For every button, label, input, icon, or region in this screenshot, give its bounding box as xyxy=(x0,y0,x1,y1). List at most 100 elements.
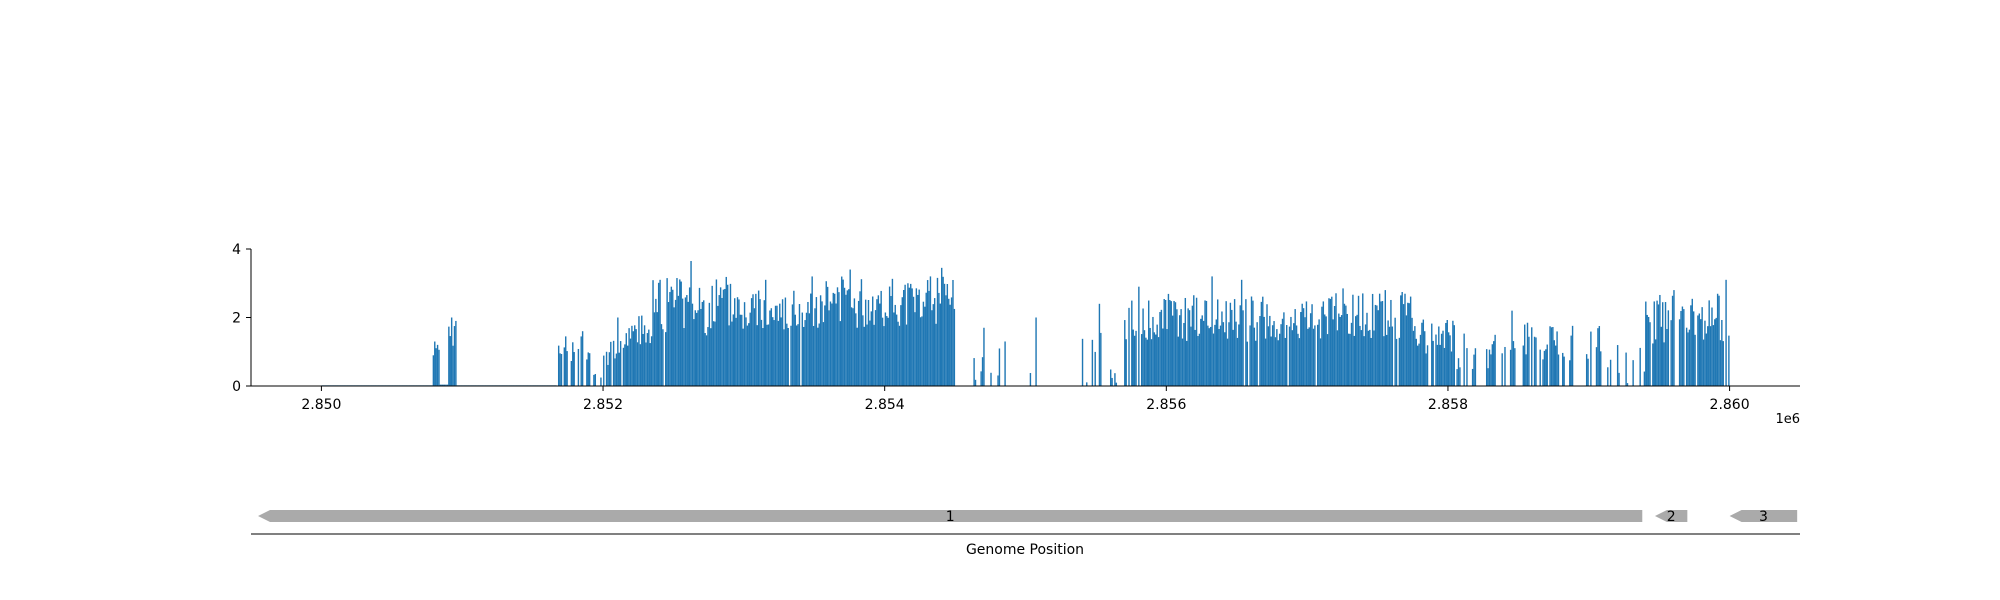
coverage-bar xyxy=(1249,325,1251,386)
gene-feature-label: 1 xyxy=(946,509,955,525)
coverage-bar xyxy=(1414,326,1416,386)
coverage-bar xyxy=(929,276,932,386)
coverage-bar xyxy=(1725,279,1727,386)
coverage-bar xyxy=(973,358,975,386)
coverage-bar xyxy=(884,312,887,386)
coverage-bar xyxy=(670,286,673,386)
coverage-bar xyxy=(888,286,891,386)
coverage-bar xyxy=(843,287,846,386)
coverage-bar xyxy=(453,326,456,386)
coverage-bar xyxy=(1666,328,1668,386)
coverage-bar xyxy=(1288,326,1291,386)
coverage-bar xyxy=(904,284,906,386)
coverage-bar xyxy=(690,260,692,386)
coverage-bar xyxy=(642,333,644,386)
coverage-bar xyxy=(619,341,622,386)
coverage-bar xyxy=(1124,320,1126,386)
x-tick-label: 2.860 xyxy=(1710,397,1750,413)
coverage-bar xyxy=(1466,348,1468,386)
coverage-bar xyxy=(698,287,701,386)
coverage-bar xyxy=(1109,369,1112,386)
coverage-bar xyxy=(767,324,770,386)
coverage-bar xyxy=(773,320,775,386)
coverage-bar xyxy=(1233,299,1236,386)
coverage-bar xyxy=(1140,334,1143,386)
coverage-bar xyxy=(680,281,682,386)
coverage-bar xyxy=(617,317,619,386)
coverage-bar xyxy=(1286,325,1288,386)
coverage-bar xyxy=(614,358,616,386)
coverage-bar xyxy=(572,342,574,386)
coverage-bar xyxy=(565,336,567,386)
coverage-bar xyxy=(566,351,568,386)
coverage-bar xyxy=(697,310,699,386)
coverage-bar xyxy=(1364,324,1367,386)
coverage-bar xyxy=(825,281,827,386)
coverage-bar xyxy=(1712,325,1715,386)
coverage-bar xyxy=(1228,322,1230,386)
coverage-bar xyxy=(708,302,711,386)
coverage-bar xyxy=(1663,342,1665,386)
coverage-bar xyxy=(1643,371,1646,386)
coverage-bar xyxy=(1432,340,1434,386)
coverage-bar xyxy=(932,304,934,386)
coverage-bar xyxy=(1240,279,1243,386)
coverage-bar xyxy=(1554,345,1557,386)
coverage-bar xyxy=(890,295,892,386)
coverage-bar xyxy=(610,341,612,386)
coverage-bar xyxy=(1525,354,1527,386)
coverage-bar xyxy=(791,304,794,386)
coverage-bar xyxy=(808,313,811,386)
coverage-bar xyxy=(864,299,867,386)
coverage-bar xyxy=(997,375,999,386)
coverage-bar xyxy=(648,329,650,386)
coverage-bar xyxy=(581,331,584,386)
coverage-bar xyxy=(1728,335,1730,386)
coverage-bar xyxy=(704,333,706,386)
coverage-bar xyxy=(1533,336,1536,386)
coverage-bar xyxy=(1639,347,1641,386)
coverage-bar xyxy=(1632,360,1634,386)
coverage-bar xyxy=(1377,310,1379,386)
coverage-bar xyxy=(1114,373,1116,386)
coverage-bar xyxy=(883,326,885,386)
coverage-bar xyxy=(1242,310,1244,386)
coverage-bar xyxy=(952,279,954,386)
coverage-bar xyxy=(1359,325,1361,386)
coverage-bar xyxy=(873,324,875,386)
coverage-bar xyxy=(925,292,927,386)
coverage-bar xyxy=(841,276,843,386)
coverage-bar xyxy=(926,280,929,386)
coverage-bar xyxy=(732,314,735,386)
coverage-bar xyxy=(1681,306,1684,386)
coverage-bar xyxy=(1545,349,1547,386)
coverage-bar xyxy=(1132,329,1134,386)
coverage-bar xyxy=(1100,332,1102,386)
coverage-bar xyxy=(1215,319,1218,386)
coverage-bar xyxy=(1283,312,1285,386)
coverage-bar xyxy=(826,286,829,386)
coverage-bar xyxy=(731,321,733,386)
coverage-bar xyxy=(1262,296,1264,386)
coverage-bar xyxy=(1229,302,1232,386)
coverage-bar xyxy=(1205,300,1208,386)
coverage-bar xyxy=(772,317,774,386)
coverage-bar xyxy=(688,287,691,386)
coverage-bar xyxy=(1562,352,1564,386)
coverage-bar xyxy=(1436,344,1439,386)
coverage-bar xyxy=(1421,322,1423,386)
coverage-bar xyxy=(703,300,705,386)
coverage-bar xyxy=(746,325,749,386)
coverage-bar xyxy=(824,305,826,386)
coverage-bar xyxy=(983,327,985,386)
coverage-bar xyxy=(1314,325,1316,386)
coverage-bar xyxy=(615,353,618,386)
coverage-bar xyxy=(717,305,719,386)
coverage-bar xyxy=(922,301,925,386)
coverage-bar xyxy=(1471,368,1474,386)
x-tick-label: 2.856 xyxy=(1146,397,1186,413)
coverage-bar xyxy=(1509,349,1512,386)
coverage-bar xyxy=(557,345,560,386)
coverage-bar xyxy=(1170,301,1172,386)
coverage-bar xyxy=(832,292,834,386)
